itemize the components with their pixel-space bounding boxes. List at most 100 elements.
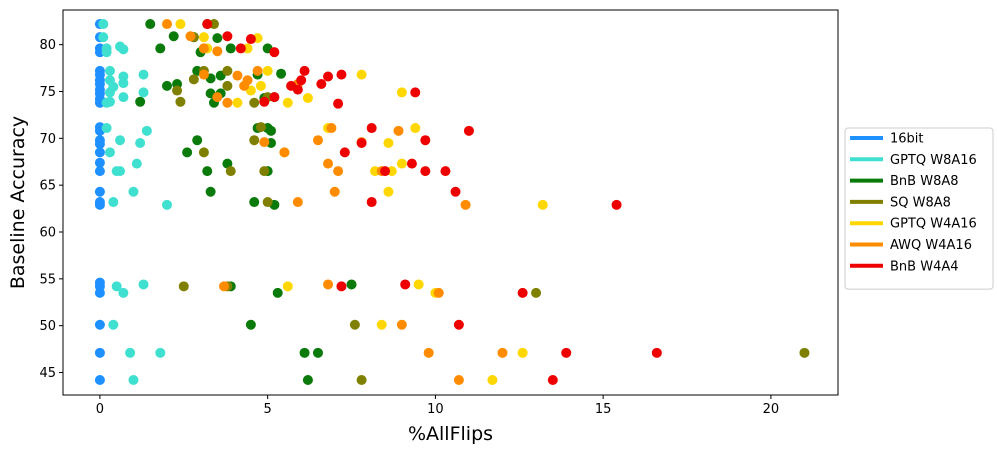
- data-point: [651, 347, 662, 358]
- data-point: [212, 46, 223, 57]
- data-point: [611, 199, 622, 210]
- data-point: [282, 281, 293, 292]
- data-point: [141, 125, 152, 136]
- data-point: [376, 319, 387, 330]
- data-point: [410, 87, 421, 98]
- data-point: [561, 347, 572, 358]
- data-point: [222, 31, 233, 42]
- data-point: [463, 125, 474, 136]
- data-point: [235, 43, 246, 54]
- legend-label: GPTQ W4A16: [890, 217, 977, 232]
- data-point: [125, 347, 136, 358]
- data-point: [245, 319, 256, 330]
- data-point: [497, 347, 508, 358]
- data-point: [175, 96, 186, 107]
- data-point: [94, 319, 105, 330]
- data-point: [98, 32, 109, 43]
- data-point: [175, 19, 186, 30]
- data-point: [118, 78, 129, 89]
- data-point: [269, 47, 280, 58]
- data-point: [101, 47, 112, 58]
- data-point: [198, 147, 209, 158]
- data-point: [517, 347, 528, 358]
- data-point: [118, 287, 129, 298]
- data-point: [323, 279, 334, 290]
- legend-label: GPTQ W8A16: [890, 153, 977, 168]
- data-point: [94, 157, 105, 168]
- data-point: [262, 65, 273, 76]
- data-point: [255, 122, 266, 133]
- data-point: [396, 319, 407, 330]
- data-point: [249, 197, 260, 208]
- data-point: [383, 186, 394, 197]
- data-point: [222, 97, 233, 108]
- legend-label: 16bit: [890, 132, 924, 147]
- data-point: [162, 199, 173, 210]
- data-points: [94, 19, 810, 386]
- y-axis-title: Baseline Accuracy: [7, 116, 29, 289]
- data-point: [108, 319, 119, 330]
- data-point: [255, 80, 266, 91]
- data-point: [329, 186, 340, 197]
- data-point: [128, 186, 139, 197]
- data-point: [212, 92, 223, 103]
- data-point: [178, 281, 189, 292]
- data-point: [323, 71, 334, 82]
- legend-box: [844, 127, 994, 290]
- data-point: [380, 166, 391, 177]
- data-point: [356, 138, 367, 149]
- data-point: [266, 125, 277, 136]
- data-point: [242, 75, 253, 86]
- x-tick-label: 15: [595, 402, 612, 417]
- legend-item: BnB W4A4: [850, 259, 959, 274]
- series-0: [94, 19, 105, 386]
- data-point: [366, 197, 377, 208]
- series-5: [162, 19, 508, 386]
- data-point: [276, 68, 287, 79]
- data-point: [198, 69, 209, 80]
- data-point: [135, 96, 146, 107]
- data-point: [222, 80, 233, 91]
- data-point: [94, 287, 105, 298]
- data-point: [232, 70, 243, 81]
- data-point: [118, 44, 129, 55]
- data-point: [198, 43, 209, 54]
- data-point: [259, 96, 270, 107]
- series-3: [172, 19, 810, 386]
- y-tick-label: 75: [39, 85, 56, 100]
- data-point: [517, 287, 528, 298]
- data-point: [94, 186, 105, 197]
- data-point: [356, 375, 367, 386]
- data-point: [168, 31, 179, 42]
- data-point: [118, 92, 129, 103]
- data-point: [323, 158, 334, 169]
- data-point: [94, 166, 105, 177]
- data-point: [453, 319, 464, 330]
- data-point: [108, 197, 119, 208]
- y-tick-label: 65: [39, 179, 56, 194]
- data-point: [131, 158, 142, 169]
- x-tick-label: 10: [427, 402, 444, 417]
- data-point: [269, 92, 280, 103]
- data-point: [326, 123, 337, 134]
- data-point: [406, 158, 417, 169]
- data-point: [94, 347, 105, 358]
- data-point: [138, 87, 149, 98]
- data-point: [219, 281, 230, 292]
- data-point: [162, 80, 173, 91]
- data-point: [202, 166, 213, 177]
- data-point: [198, 32, 209, 43]
- series-6: [202, 19, 662, 386]
- data-point: [450, 186, 461, 197]
- data-point: [356, 69, 367, 80]
- data-point: [302, 93, 313, 104]
- data-point: [94, 138, 105, 149]
- data-point: [292, 197, 303, 208]
- data-point: [245, 34, 256, 45]
- y-tick-label: 50: [39, 319, 56, 334]
- data-point: [279, 147, 290, 158]
- legend-label: SQ W8A8: [890, 195, 951, 210]
- data-point: [460, 199, 471, 210]
- data-point: [531, 287, 542, 298]
